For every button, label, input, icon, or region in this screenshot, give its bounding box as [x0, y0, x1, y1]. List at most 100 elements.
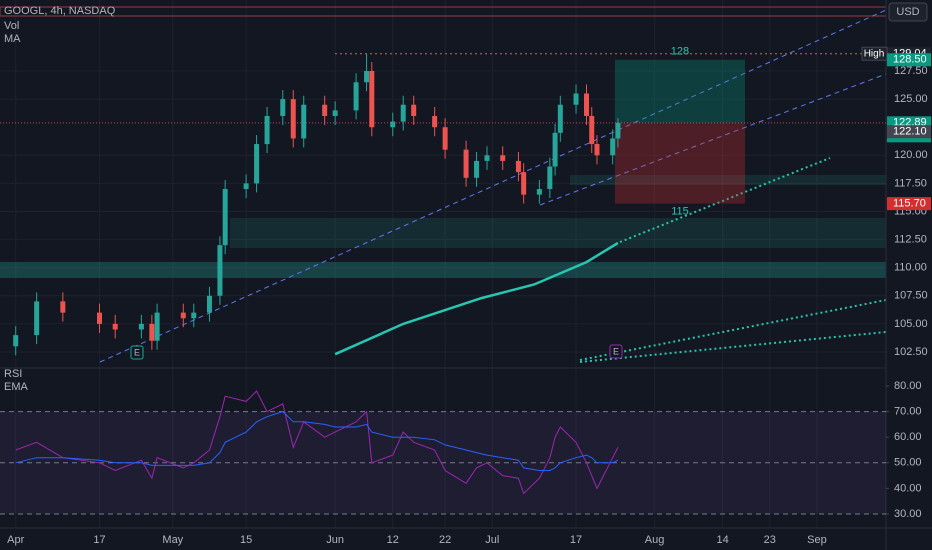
grid [0, 0, 886, 528]
indicator: EMA [4, 381, 29, 393]
candle-body [60, 301, 66, 313]
candle-body [474, 160, 480, 178]
x-tick-label: 17 [570, 534, 582, 546]
candle-body [584, 93, 590, 116]
zone [0, 262, 886, 278]
zone-label: 128 [671, 46, 689, 58]
indicator: Vol [4, 20, 19, 32]
zone [230, 218, 886, 248]
ma-line [334, 241, 619, 356]
candle-body [552, 132, 558, 167]
rsi-line [15, 390, 619, 495]
candle-body [180, 312, 186, 319]
candle-body [154, 312, 160, 341]
y-tick-label: 125.00 [894, 93, 928, 105]
zone [0, 6, 887, 17]
y-tick-label: 120.00 [894, 149, 928, 161]
candle-body [264, 115, 270, 145]
candle-body [13, 335, 19, 347]
event-label: E [134, 347, 140, 357]
y-tick-label: 127.50 [894, 65, 928, 77]
y-tick-label: 50.00 [894, 457, 922, 469]
candle-body [301, 104, 307, 139]
candle-body [589, 115, 595, 145]
profit-zone [614, 59, 745, 123]
trend-line [579, 331, 887, 363]
candle-body [594, 144, 600, 156]
candle-body [557, 104, 563, 133]
candle-body [243, 183, 249, 190]
candle-body [484, 155, 490, 161]
candle-body [400, 104, 406, 122]
chart-title: GOOGL, 4h, NASDAQ [4, 5, 116, 17]
y-tick-label: 30.00 [894, 508, 922, 520]
price-label-box [887, 197, 931, 211]
price-label-box [887, 53, 931, 67]
candle-body [573, 93, 579, 105]
event-marker [130, 345, 144, 360]
x-tick-label: 17 [93, 534, 105, 546]
price-label: 128.50 [893, 54, 927, 66]
x-tick-label: Jul [485, 534, 499, 546]
candle-body [353, 82, 359, 111]
candle-body [138, 323, 144, 330]
event-marker [609, 344, 623, 359]
candle-body [217, 245, 223, 296]
y-tick-label: 40.00 [894, 482, 922, 494]
indicator: RSI [4, 368, 22, 380]
candle-body [191, 312, 197, 319]
price-label-box [887, 125, 931, 139]
x-tick-label: Sep [807, 534, 827, 546]
x-tick-label: 22 [439, 534, 451, 546]
candle-body [96, 312, 102, 324]
candle-body [254, 144, 260, 184]
y-tick-label: 105.00 [894, 318, 928, 330]
y-tick-label: 117.50 [894, 177, 927, 189]
candle-body [149, 323, 155, 341]
candle-body [222, 189, 228, 246]
candle-body [615, 122, 621, 139]
candle-body [536, 189, 542, 195]
candle-body [390, 121, 396, 128]
candle-body [463, 149, 469, 178]
candle-body [290, 99, 296, 139]
x-tick-label: 12 [387, 534, 399, 546]
candle-body [34, 301, 40, 336]
candle-body [332, 110, 338, 116]
x-tick-label: 14 [717, 534, 729, 546]
y-tick-label: 110.00 [894, 262, 927, 274]
loss-zone [614, 122, 745, 204]
rsi-ema-line [15, 411, 619, 471]
y-tick-label: 112.50 [894, 233, 927, 245]
candle-body [411, 104, 417, 116]
candle-body [610, 138, 616, 156]
candle-body [112, 323, 118, 330]
candle-body [432, 115, 438, 128]
candle-body [515, 160, 521, 173]
x-tick-label: Apr [7, 534, 24, 546]
candle-body [280, 99, 286, 116]
trend-line [539, 73, 887, 206]
candle-body [521, 172, 527, 195]
trend-line [579, 299, 887, 361]
candle-body [369, 71, 375, 128]
price-label: 115.70 [893, 198, 926, 210]
x-tick-label: Jun [326, 534, 344, 546]
zone [570, 175, 886, 185]
x-tick-label: 23 [764, 534, 776, 546]
candle-body [322, 104, 328, 116]
currency-box[interactable] [888, 2, 928, 22]
y-tick-label: 70.00 [894, 406, 922, 418]
event-label: E [613, 346, 619, 356]
candle-body [547, 166, 553, 190]
trend-line [99, 9, 887, 363]
currency[interactable]: USD [896, 6, 919, 18]
zone-label: 115 [671, 206, 689, 218]
y-tick-label: 102.50 [894, 346, 928, 358]
price-label: 122.10 [893, 126, 927, 138]
y-tick-label: 60.00 [894, 431, 922, 443]
indicator: MA [4, 33, 21, 45]
candle-body [206, 295, 212, 313]
candle-body [442, 127, 448, 150]
